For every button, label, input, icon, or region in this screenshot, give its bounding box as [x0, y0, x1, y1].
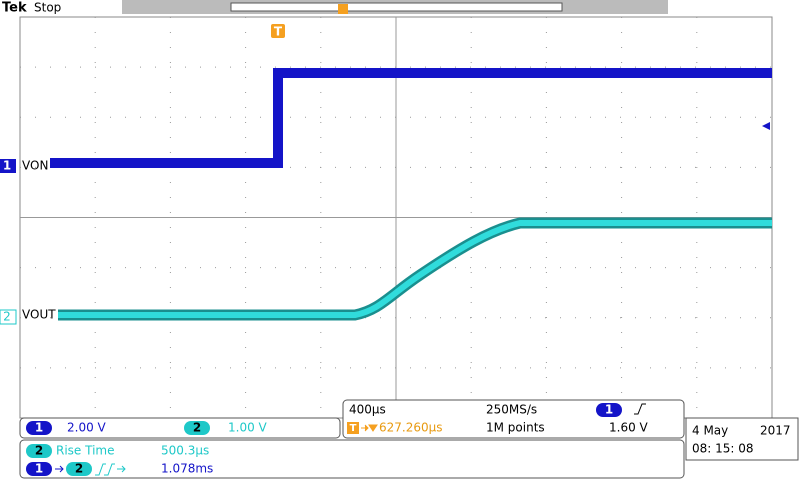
trigger-slope [634, 403, 646, 415]
measurement-box [19, 439, 685, 479]
date-day: 4 May [692, 424, 728, 438]
meas2-arrow [55, 465, 64, 473]
meas2-value: 1.078ms [161, 462, 213, 476]
ch1-badge [26, 421, 52, 435]
meas2-from-badge [26, 462, 52, 476]
trigger-marker [271, 24, 285, 38]
trigger-marker-label: T [274, 25, 283, 39]
trigger-source: 1 [605, 403, 613, 417]
meas1-name: Rise Time [56, 444, 115, 458]
trigger-icon-label: T [350, 423, 357, 434]
meas1-channel: 2 [35, 444, 43, 458]
ch1-scale: 2.00 V [67, 421, 107, 435]
meas2-to-badge [66, 462, 92, 476]
meas1-value: 500.3µs [161, 444, 209, 458]
ch1-marker-label: 1 [3, 159, 11, 173]
meas1-badge [26, 444, 52, 458]
record-trigger [338, 4, 348, 14]
trigger-position: 627.260µs [379, 421, 443, 435]
record-window [230, 2, 563, 12]
date-box [685, 417, 799, 461]
date-year: 2017 [760, 424, 791, 438]
ch2-marker-label: 2 [3, 310, 11, 324]
ch2-trace [58, 220, 772, 318]
position-arrow [361, 424, 378, 432]
ch2-label: VOUT [22, 308, 56, 322]
delay-icon [95, 463, 126, 476]
trigger-level-arrow [762, 122, 770, 130]
channel-box [19, 417, 341, 439]
trigger-icon [347, 422, 359, 434]
brand: Tek [2, 1, 27, 16]
ch2-scale: 1.00 V [228, 421, 268, 435]
ch2-marker [0, 309, 17, 325]
time: 08: 15: 08 [692, 442, 754, 456]
meas2-from: 1 [35, 462, 43, 476]
ch1-marker [0, 159, 16, 173]
trigger-source-badge [596, 403, 622, 417]
acq-state: Stop [34, 1, 61, 15]
trigger-level: 1.60 V [609, 421, 649, 435]
ch1-badge-label: 1 [35, 421, 43, 435]
ch2-badge [184, 421, 210, 435]
meas2-to: 2 [75, 462, 83, 476]
ch2-badge-label: 2 [193, 421, 201, 435]
ch1-trace [50, 68, 772, 168]
record-length: 1M points [486, 421, 545, 435]
ch1-label: VON [22, 159, 48, 173]
time-scale: 400µs [349, 403, 386, 417]
sample-rate: 250MS/s [486, 403, 537, 417]
